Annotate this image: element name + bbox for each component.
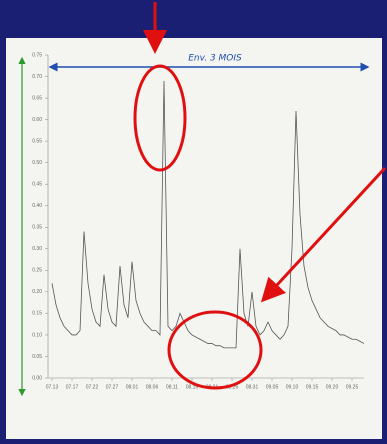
y-tick-label: 0.35: [32, 225, 42, 231]
y-tick-label: 0.50: [32, 160, 42, 166]
y-tick-label: 0.00: [32, 375, 42, 381]
y-tick-label: 0.65: [32, 95, 42, 101]
x-tick-label: 09.15: [306, 384, 319, 390]
y-tick-label: 0.15: [32, 311, 42, 317]
x-tick-label: 08.06: [146, 384, 159, 390]
x-tick-label: 07.22: [86, 384, 99, 390]
x-tick-label: 08.31: [246, 384, 259, 390]
y-tick-label: 0.60: [32, 117, 42, 123]
chart: 0.00 0.05 0.10 0.15 0.20 0.25 0.30 0.35 0.40 0.45…: [0, 0, 387, 439]
y-tick-label: 0.40: [32, 203, 42, 209]
y-tick-label: 0.70: [32, 74, 42, 80]
x-tick-label: 09.05: [266, 384, 279, 390]
x-tick-label: 08.11: [166, 384, 178, 390]
x-tick-label: 09.20: [326, 384, 339, 390]
page: {"chart_data": {"type": "line", "annotat…: [0, 0, 387, 439]
x-tick-label: 08.01: [126, 384, 139, 390]
annotation: Env. 3 MOIS: [188, 54, 242, 64]
x-tick-label: 09.10: [286, 384, 299, 390]
y-tick-label: 0.30: [32, 246, 42, 252]
y-tick-label: 0.75: [32, 52, 42, 58]
paper: [6, 38, 382, 439]
y-tick-label: 0.05: [32, 354, 42, 360]
x-tick-label: 07.27: [106, 384, 119, 390]
y-tick-label: 0.45: [32, 182, 42, 188]
y-tick-label: 0.25: [32, 268, 42, 274]
x-tick-label: 07.13: [46, 384, 59, 390]
x-tick-label: 07.17: [66, 384, 79, 390]
y-tick-label: 0.20: [32, 289, 42, 295]
y-tick-label: 0.10: [32, 332, 42, 338]
y-tick-label: 0.55: [32, 138, 42, 144]
x-tick-label: 09.25: [346, 384, 359, 390]
